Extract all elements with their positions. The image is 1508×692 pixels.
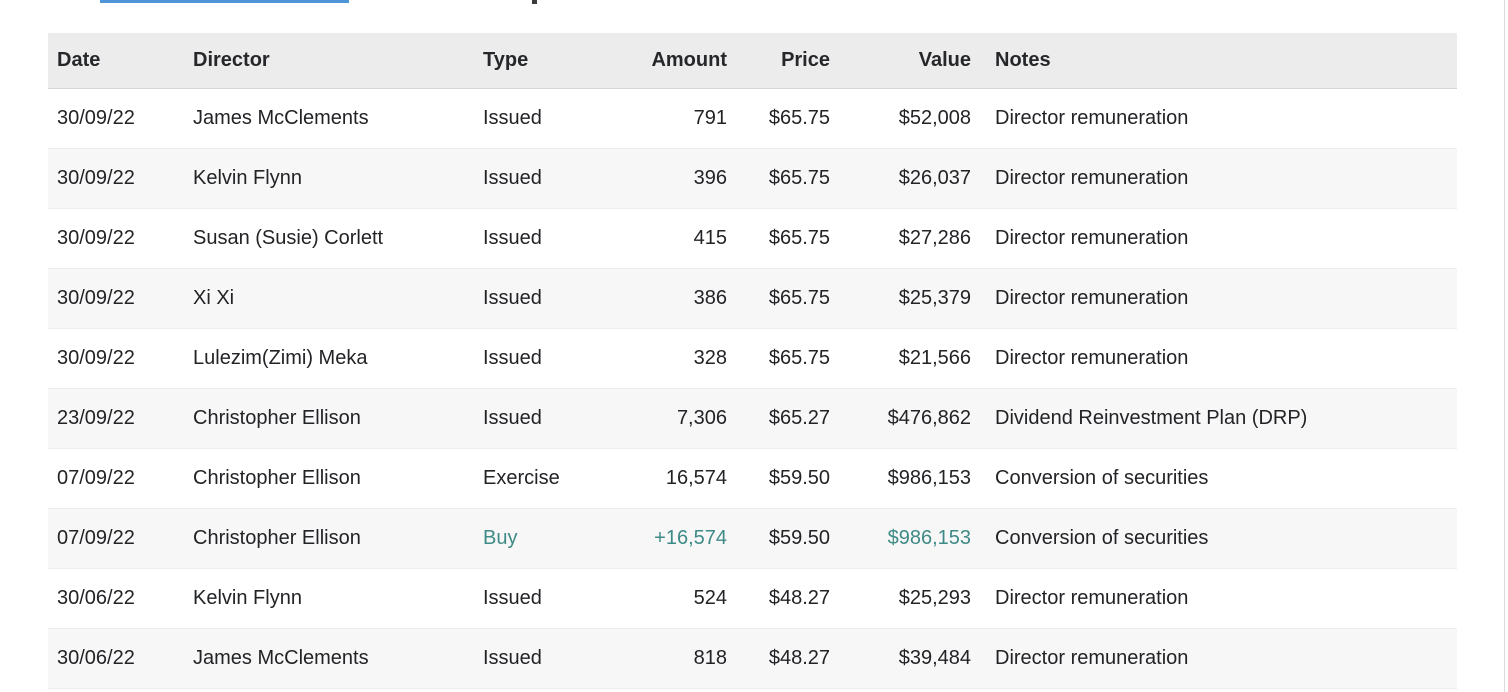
page-right-border [1504,0,1505,692]
cell-amount: 415 [614,227,737,250]
cell-director: James McClements [184,647,474,670]
cell-amount: 818 [614,647,737,670]
cell-notes: Director remuneration [981,167,1457,190]
column-header-date: Date [48,49,184,72]
cell-date: 30/09/22 [48,167,184,190]
cell-type: Buy [474,527,614,550]
cell-notes: Director remuneration [981,347,1457,370]
cell-notes: Director remuneration [981,107,1457,130]
column-header-director: Director [184,49,474,72]
table-row: 30/06/22Kelvin FlynnIssued524$48.27$25,2… [48,569,1457,629]
cell-date: 30/09/22 [48,287,184,310]
cell-director: Lulezim(Zimi) Meka [184,347,474,370]
truncated-text-fragment [532,0,537,4]
cell-amount: 791 [614,107,737,130]
cell-value: $25,293 [840,587,981,610]
cell-type: Issued [474,227,614,250]
column-header-notes: Notes [981,49,1457,72]
cell-price: $65.75 [737,287,840,310]
table-row: 07/09/22Christopher EllisonExercise16,57… [48,449,1457,509]
cell-value: $476,862 [840,407,981,430]
cell-date: 30/09/22 [48,347,184,370]
cell-price: $65.75 [737,227,840,250]
table-row: 07/09/22Christopher EllisonBuy+16,574$59… [48,509,1457,569]
cell-value: $52,008 [840,107,981,130]
table-row: 30/09/22Xi XiIssued386$65.75$25,379Direc… [48,269,1457,329]
cell-value: $986,153 [840,467,981,490]
table-header-row: DateDirectorTypeAmountPriceValueNotes [48,33,1457,89]
cell-value: $25,379 [840,287,981,310]
cell-notes: Director remuneration [981,587,1457,610]
cell-price: $48.27 [737,647,840,670]
cell-director: Christopher Ellison [184,527,474,550]
cell-price: $65.75 [737,167,840,190]
cell-date: 30/09/22 [48,107,184,130]
cell-date: 30/06/22 [48,647,184,670]
cell-director: Susan (Susie) Corlett [184,227,474,250]
cell-type: Issued [474,647,614,670]
cell-notes: Director remuneration [981,287,1457,310]
director-transactions-table: DateDirectorTypeAmountPriceValueNotes 30… [48,33,1457,689]
cell-type: Issued [474,347,614,370]
cell-date: 07/09/22 [48,467,184,490]
table-row: 30/06/22James McClementsIssued818$48.27$… [48,629,1457,689]
page: DateDirectorTypeAmountPriceValueNotes 30… [0,0,1508,692]
table-row: 30/09/22Susan (Susie) CorlettIssued415$6… [48,209,1457,269]
column-header-amount: Amount [614,49,737,72]
cell-amount: 386 [614,287,737,310]
cell-director: Christopher Ellison [184,407,474,430]
column-header-value: Value [840,49,981,72]
cell-director: Xi Xi [184,287,474,310]
table-row: 23/09/22Christopher EllisonIssued7,306$6… [48,389,1457,449]
cell-amount: 524 [614,587,737,610]
cell-notes: Conversion of securities [981,527,1457,550]
cell-notes: Conversion of securities [981,467,1457,490]
truncated-link-underline[interactable] [100,0,349,3]
cell-value: $21,566 [840,347,981,370]
table-row: 30/09/22James McClementsIssued791$65.75$… [48,89,1457,149]
table-body: 30/09/22James McClementsIssued791$65.75$… [48,89,1457,689]
cell-director: James McClements [184,107,474,130]
cell-type: Issued [474,407,614,430]
cell-notes: Director remuneration [981,647,1457,670]
cell-date: 30/06/22 [48,587,184,610]
column-header-price: Price [737,49,840,72]
cell-value: $986,153 [840,527,981,550]
table-row: 30/09/22Lulezim(Zimi) MekaIssued328$65.7… [48,329,1457,389]
cell-price: $48.27 [737,587,840,610]
cell-value: $39,484 [840,647,981,670]
cell-value: $26,037 [840,167,981,190]
cell-amount: 328 [614,347,737,370]
cell-notes: Director remuneration [981,227,1457,250]
cell-notes: Dividend Reinvestment Plan (DRP) [981,407,1457,430]
cell-amount: 396 [614,167,737,190]
cell-type: Issued [474,587,614,610]
cell-director: Christopher Ellison [184,467,474,490]
cell-director: Kelvin Flynn [184,167,474,190]
cell-type: Issued [474,287,614,310]
table-row: 30/09/22Kelvin FlynnIssued396$65.75$26,0… [48,149,1457,209]
cell-value: $27,286 [840,227,981,250]
column-header-type: Type [474,49,614,72]
cell-price: $59.50 [737,527,840,550]
cell-date: 07/09/22 [48,527,184,550]
cell-price: $59.50 [737,467,840,490]
cell-type: Exercise [474,467,614,490]
cell-director: Kelvin Flynn [184,587,474,610]
cell-date: 30/09/22 [48,227,184,250]
cell-type: Issued [474,167,614,190]
cell-amount: 16,574 [614,467,737,490]
cell-price: $65.75 [737,107,840,130]
cell-date: 23/09/22 [48,407,184,430]
cell-price: $65.27 [737,407,840,430]
cell-type: Issued [474,107,614,130]
cell-price: $65.75 [737,347,840,370]
cell-amount: 7,306 [614,407,737,430]
cell-amount: +16,574 [614,527,737,550]
